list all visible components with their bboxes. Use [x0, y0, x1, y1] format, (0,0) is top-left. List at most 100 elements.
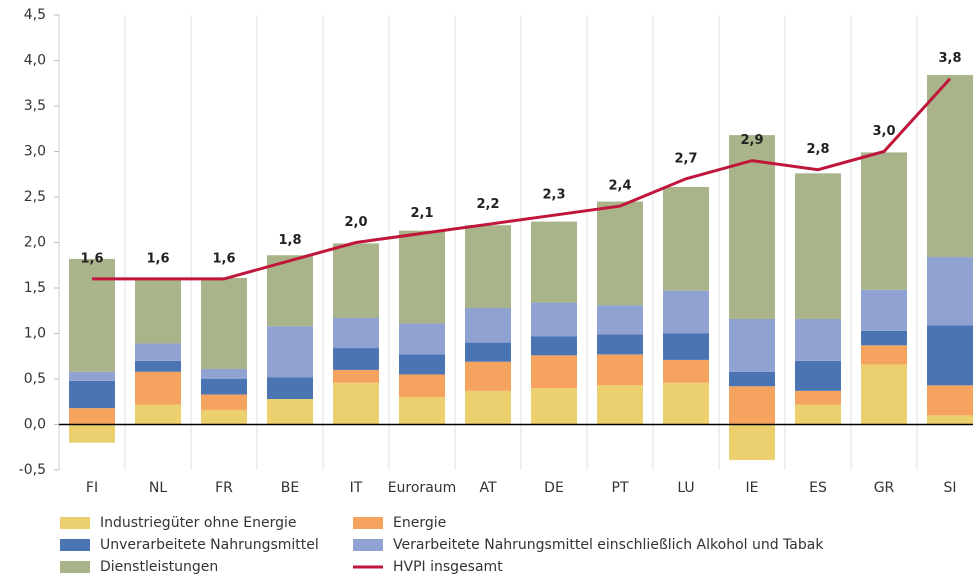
data-label: 3,0 [872, 124, 895, 139]
bar-segment [399, 323, 445, 355]
bar-segment [861, 330, 907, 346]
bar-segment [861, 364, 907, 425]
data-label: 2,1 [410, 206, 433, 221]
bar-segment [267, 377, 313, 400]
bar-segment [201, 368, 247, 379]
x-tick-label: GR [874, 480, 895, 496]
data-label: 1,6 [146, 251, 169, 266]
legend-swatch [353, 517, 383, 529]
data-label: 2,8 [806, 142, 829, 157]
bar-segment [465, 308, 511, 343]
bar-segment [531, 336, 577, 356]
bar-segment [597, 334, 643, 355]
bar-segment [927, 75, 973, 258]
bar-segment [399, 354, 445, 375]
bar-segment [465, 390, 511, 425]
bar-segment [267, 326, 313, 378]
bar-segment [333, 369, 379, 383]
bar-segment [267, 399, 313, 425]
bar-segment [729, 386, 775, 425]
x-tick-label: NL [149, 480, 167, 496]
bar-segment [597, 201, 643, 306]
bar-segment [861, 345, 907, 365]
bar-segment [597, 305, 643, 335]
bar-segment [465, 342, 511, 362]
bar-segment [597, 385, 643, 425]
legend-label: Unverarbeitete Nahrungsmittel [100, 537, 319, 553]
x-tick-label: Euroraum [388, 480, 457, 496]
bar-segment [927, 385, 973, 416]
line [92, 77, 952, 281]
bar-segment [333, 382, 379, 425]
x-tick-label: ES [809, 480, 827, 496]
y-tick-label: -0,5 [19, 462, 46, 478]
bar-segment [399, 230, 445, 324]
x-tick-label: PT [612, 480, 629, 496]
data-label: 1,6 [80, 251, 103, 266]
bar-segment [69, 380, 115, 409]
bar-segment [333, 318, 379, 349]
bar-segment [531, 388, 577, 425]
data-label: 1,6 [212, 251, 235, 266]
bar-segment [531, 221, 577, 303]
bar-segment [861, 152, 907, 290]
bar-segment [135, 360, 181, 372]
bar-segment [795, 173, 841, 319]
x-tick-label: FR [215, 480, 233, 496]
x-tick-label: AT [479, 480, 496, 496]
data-label: 2,4 [608, 179, 631, 194]
bar-segment [861, 289, 907, 331]
bar-segment [135, 343, 181, 361]
x-tick-label: SI [943, 480, 956, 496]
bar-segment [333, 348, 379, 370]
bar-segment [201, 379, 247, 395]
bar-segment [795, 404, 841, 425]
y-tick-label: 2,5 [24, 189, 46, 205]
bar-segment [663, 186, 709, 291]
bar-segment [69, 258, 115, 372]
data-label: 2,9 [740, 133, 763, 148]
data-label: 2,0 [344, 215, 367, 230]
data-label: 1,8 [278, 233, 301, 248]
y-tick-label: 1,5 [24, 280, 46, 296]
y-tick-label: 1,0 [24, 326, 46, 342]
legend-swatch [60, 517, 90, 529]
x-tick-label: BE [281, 480, 299, 496]
x-tick-label: DE [544, 480, 564, 496]
y-tick-label: 4,0 [24, 53, 46, 69]
bar-segment [267, 255, 313, 327]
bar-segment [465, 361, 511, 391]
y-tick-label: 0,5 [24, 371, 46, 387]
bar-segment [597, 354, 643, 386]
bar-segment [69, 424, 115, 443]
bar-segment [927, 415, 973, 425]
data-label: 2,2 [476, 197, 499, 212]
bar-segment [201, 409, 247, 425]
bar-segment [663, 333, 709, 360]
bar-segment [795, 318, 841, 361]
bar-segment [201, 277, 247, 369]
bar-segment [663, 359, 709, 383]
bar-segment [399, 374, 445, 398]
bar-segment [399, 397, 445, 425]
bar-segment [201, 394, 247, 410]
x-tick-label: IT [350, 480, 363, 496]
y-tick-label: 3,0 [24, 144, 46, 160]
legend-label: HVPI insgesamt [393, 559, 503, 575]
legend-label: Energie [393, 515, 446, 531]
bar-segment [663, 290, 709, 334]
bar-segment [69, 371, 115, 381]
y-tick-label: 2,0 [24, 235, 46, 251]
y-tick-label: 0,0 [24, 417, 46, 433]
bar-segment [135, 371, 181, 405]
x-tick-label: FI [86, 480, 98, 496]
x-tick-label: LU [677, 480, 694, 496]
y-tick-label: 4,5 [24, 7, 46, 23]
legend-label: Verarbeitete Nahrungsmittel einschließli… [393, 537, 824, 553]
bar-segment [927, 325, 973, 386]
bar-segment [531, 302, 577, 337]
data-label: 2,3 [542, 188, 565, 203]
bar-segment [663, 382, 709, 425]
bar-segment [333, 243, 379, 319]
